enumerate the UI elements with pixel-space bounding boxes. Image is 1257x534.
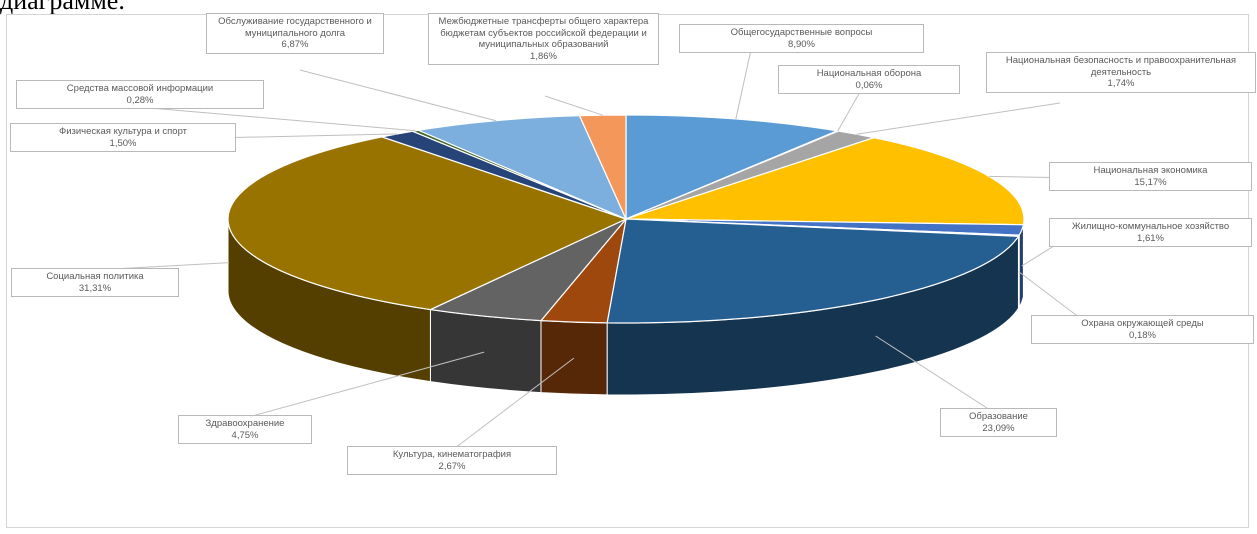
pie-slice-9: [227, 136, 628, 311]
slice-label-sport: Физическая культура и спорт 1,50%: [10, 123, 236, 152]
leader-line-0: [735, 44, 753, 120]
pie-slice-12: [416, 115, 628, 221]
pie-side-4: [1018, 224, 1024, 309]
slice-label-housing: Жилищно-коммунальное хозяйство 1,61%: [1049, 218, 1252, 247]
leader-line-8: [244, 351, 485, 419]
leader-line-5: [1018, 271, 1081, 319]
slice-label-culture: Культура, кинематография 2,67%: [347, 446, 557, 475]
pie-slice-0: [625, 114, 840, 220]
slice-label-economy: Национальная экономика 15,17%: [1049, 162, 1252, 191]
slice-label-general-issues: Общегосударственные вопросы 8,90%: [679, 24, 924, 53]
slice-label-social-policy: Социальная политика 31,31%: [11, 268, 179, 297]
slice-label-transfers: Межбюджетные трансферты общего характера…: [428, 13, 659, 65]
slice-label-media: Средства массовой информации 0,28%: [16, 80, 264, 109]
leader-line-1: [837, 91, 861, 132]
pie-side-walls: [227, 218, 1025, 396]
leader-line-11: [149, 107, 416, 132]
leader-line-2: [856, 102, 1061, 135]
pie-slice-3: [625, 137, 1025, 226]
pie-slice-13: [578, 114, 627, 220]
slice-label-defense: Национальная оборона 0,06%: [778, 65, 960, 94]
slice-label-security: Национальная безопасность и правоохранит…: [986, 52, 1256, 93]
pie-side-7: [540, 320, 608, 396]
slice-label-environment: Охрана окружающей среды 0,18%: [1031, 315, 1254, 344]
page-text: диаграмме.: [0, 0, 125, 15]
pie-top: [227, 114, 1025, 324]
slice-label-education: Образование 23,09%: [940, 408, 1057, 437]
leader-line-13: [544, 95, 603, 116]
leader-line-6: [875, 335, 991, 411]
leader-line-12: [299, 69, 497, 122]
slice-label-healthcare: Здравоохранение 4,75%: [178, 415, 312, 444]
pie-slice-6: [606, 218, 1020, 324]
slice-label-debt-service: Обслуживание государственного и муниципа…: [206, 13, 384, 54]
leader-line-7: [454, 357, 575, 449]
pie-side-8: [429, 308, 542, 394]
